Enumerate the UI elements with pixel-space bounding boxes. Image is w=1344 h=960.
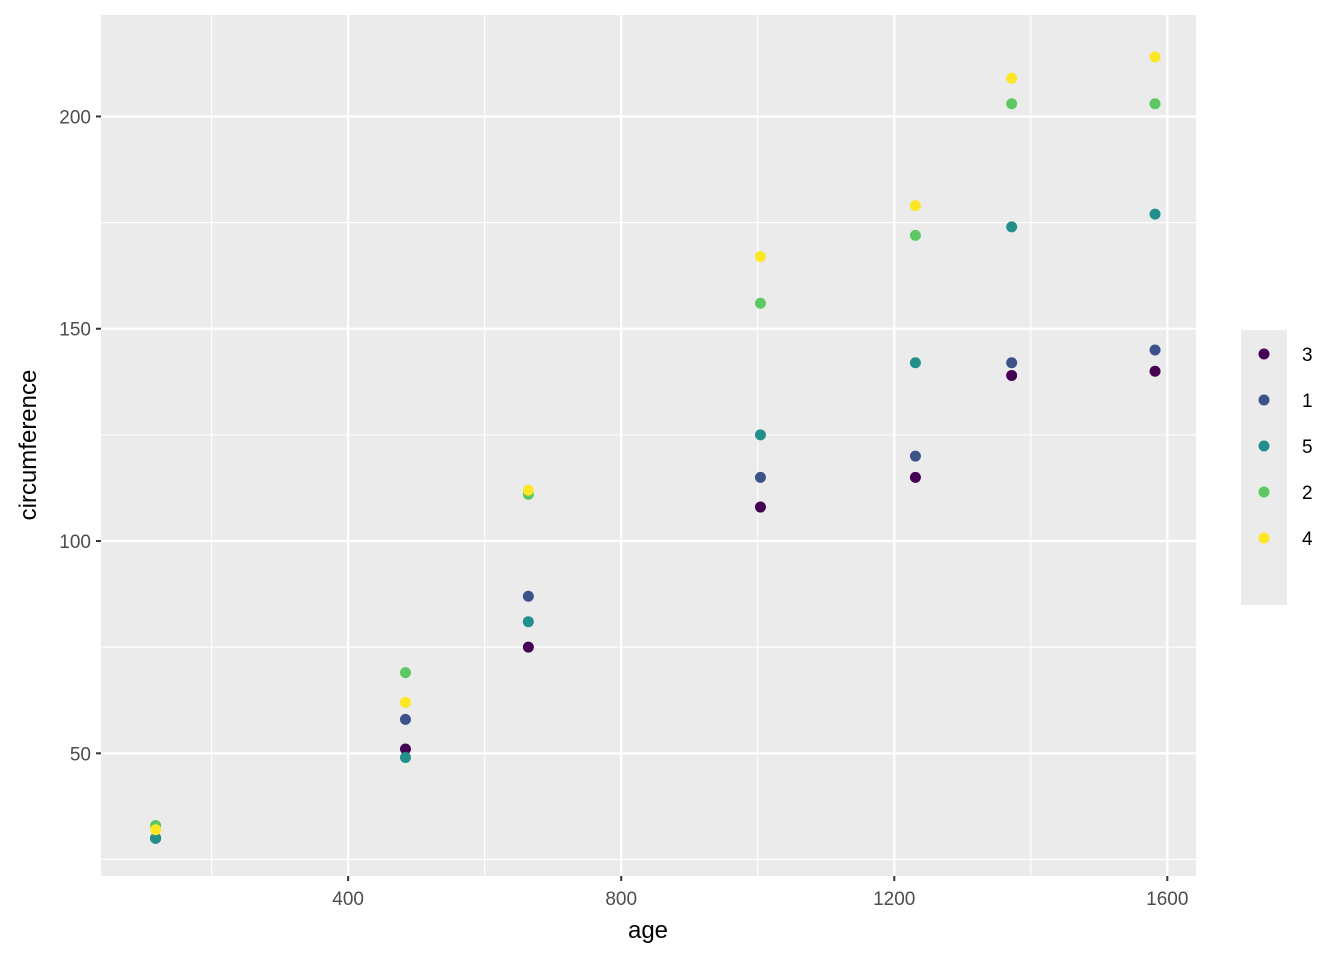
data-point-series-1	[754, 471, 766, 483]
legend: 3 1 5 2 4	[1241, 330, 1313, 605]
legend-background	[1241, 330, 1287, 605]
data-point-series-3	[399, 743, 411, 755]
legend-label: 2	[1302, 483, 1313, 504]
data-point-series-4	[522, 484, 534, 496]
data-point-series-1	[909, 450, 921, 462]
data-point-series-1	[522, 590, 534, 602]
legend-key-1	[1258, 394, 1270, 406]
data-point-series-5	[909, 357, 921, 369]
data-point-series-2	[1149, 98, 1161, 110]
data-point-series-5	[1149, 208, 1161, 220]
data-point-series-3	[754, 501, 766, 513]
data-point-series-5	[754, 429, 766, 441]
data-point-series-5	[522, 616, 534, 628]
data-point-series-4	[754, 251, 766, 263]
legend-key-4	[1258, 532, 1270, 544]
y-axis: 50 100 150 200	[59, 107, 101, 765]
data-point-series-1	[399, 713, 411, 725]
y-tick-label: 150	[59, 320, 91, 341]
data-point-series-3	[1149, 365, 1161, 377]
x-tick-label: 800	[605, 889, 637, 910]
data-point-series-2	[1006, 98, 1018, 110]
data-point-series-1	[1006, 357, 1018, 369]
y-tick-label: 100	[59, 532, 91, 553]
data-point-series-4	[150, 824, 162, 836]
legend-key-5	[1258, 440, 1270, 452]
data-point-series-1	[1149, 344, 1161, 356]
y-tick-label: 200	[59, 107, 91, 128]
y-tick-label: 50	[70, 744, 91, 765]
legend-key-2	[1258, 486, 1270, 498]
data-point-series-3	[1006, 369, 1018, 381]
data-point-series-4	[399, 696, 411, 708]
legend-label: 3	[1302, 345, 1313, 366]
data-point-series-4	[909, 200, 921, 212]
data-point-series-2	[399, 667, 411, 679]
x-tick-label: 400	[332, 889, 364, 910]
major-gridlines	[101, 15, 1196, 876]
data-point-series-2	[909, 229, 921, 241]
plot-panel	[101, 15, 1196, 876]
data-point-series-4	[1149, 51, 1161, 63]
legend-label: 1	[1302, 391, 1313, 412]
legend-label: 5	[1302, 437, 1313, 458]
legend-key-3	[1258, 348, 1270, 360]
data-point-series-5	[1006, 221, 1018, 233]
x-axis: 400 800 1200 1600	[332, 876, 1188, 910]
data-point-series-5	[399, 752, 411, 764]
data-point-series-3	[909, 471, 921, 483]
y-axis-title: circumference	[15, 370, 42, 521]
x-tick-label: 1600	[1146, 889, 1188, 910]
x-tick-label: 1200	[873, 889, 915, 910]
legend-label: 4	[1302, 529, 1313, 550]
data-point-series-3	[522, 641, 534, 653]
data-points	[150, 51, 1161, 844]
data-point-series-4	[1006, 72, 1018, 84]
minor-gridlines	[101, 15, 1196, 876]
data-point-series-2	[754, 297, 766, 309]
data-point-series-5	[150, 832, 162, 844]
x-axis-title: age	[628, 917, 668, 944]
